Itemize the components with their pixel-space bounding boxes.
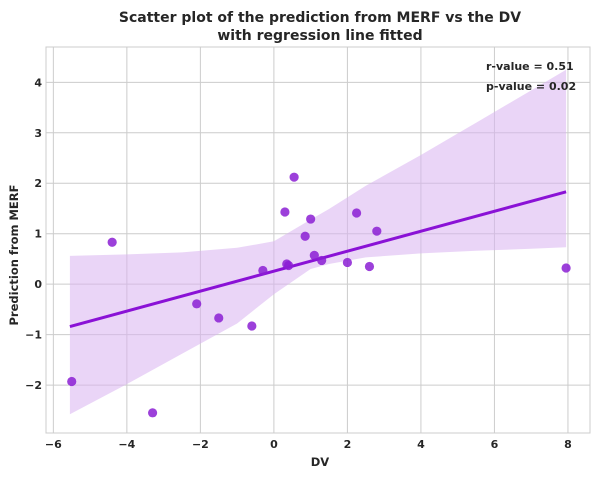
x-tick-label: 4 <box>417 438 425 451</box>
data-points <box>67 172 571 418</box>
x-tick-labels: −6 −4 −2 0 2 4 6 8 <box>45 438 572 451</box>
confidence-band <box>69 69 567 415</box>
y-tick-label: 4 <box>34 76 42 89</box>
x-tick-label: 0 <box>270 438 278 451</box>
confidence-band-layer <box>69 69 567 415</box>
x-tick-label: −6 <box>45 438 62 451</box>
x-tick-label: −2 <box>192 438 209 451</box>
p-value-annotation: p-value = 0.02 <box>486 80 576 93</box>
chart-title-line-1: Scatter plot of the prediction from MERF… <box>119 10 521 26</box>
data-point <box>561 263 571 273</box>
y-tick-label: 3 <box>34 127 42 140</box>
plot-border <box>45 46 591 434</box>
y-tick-label: 1 <box>34 228 42 241</box>
y-tick-label: −1 <box>25 329 42 342</box>
data-point <box>147 408 158 418</box>
y-tick-label: 2 <box>34 177 42 190</box>
data-point <box>364 261 375 272</box>
data-point <box>309 250 319 260</box>
data-point <box>258 265 268 276</box>
data-point <box>300 231 310 241</box>
x-tick-label: 8 <box>564 438 572 451</box>
x-tick-label: −4 <box>118 438 135 451</box>
y-tick-label: 0 <box>34 278 42 291</box>
data-point <box>214 313 224 323</box>
x-axis-label: DV <box>311 455 330 469</box>
data-point <box>192 299 202 309</box>
data-point <box>247 321 257 331</box>
x-tick-label: 6 <box>491 438 499 451</box>
x-tick-label: 2 <box>344 438 352 451</box>
data-point <box>351 208 362 218</box>
plot-frame <box>45 46 591 434</box>
data-point <box>280 207 290 217</box>
data-point <box>67 376 77 387</box>
data-point <box>283 260 294 271</box>
chart-title-line-2: with regression line fitted <box>217 28 422 44</box>
y-tick-label: −2 <box>25 379 42 392</box>
data-point <box>372 226 382 236</box>
data-point <box>289 172 299 182</box>
data-point <box>342 257 353 268</box>
data-point <box>306 214 316 224</box>
y-axis-label: Prediction from MERF <box>7 185 21 326</box>
r-value-annotation: r-value = 0.51 <box>486 60 574 73</box>
data-point <box>317 255 327 266</box>
data-point <box>107 237 117 247</box>
y-tick-labels: −2 −1 0 1 2 3 4 <box>25 76 42 392</box>
